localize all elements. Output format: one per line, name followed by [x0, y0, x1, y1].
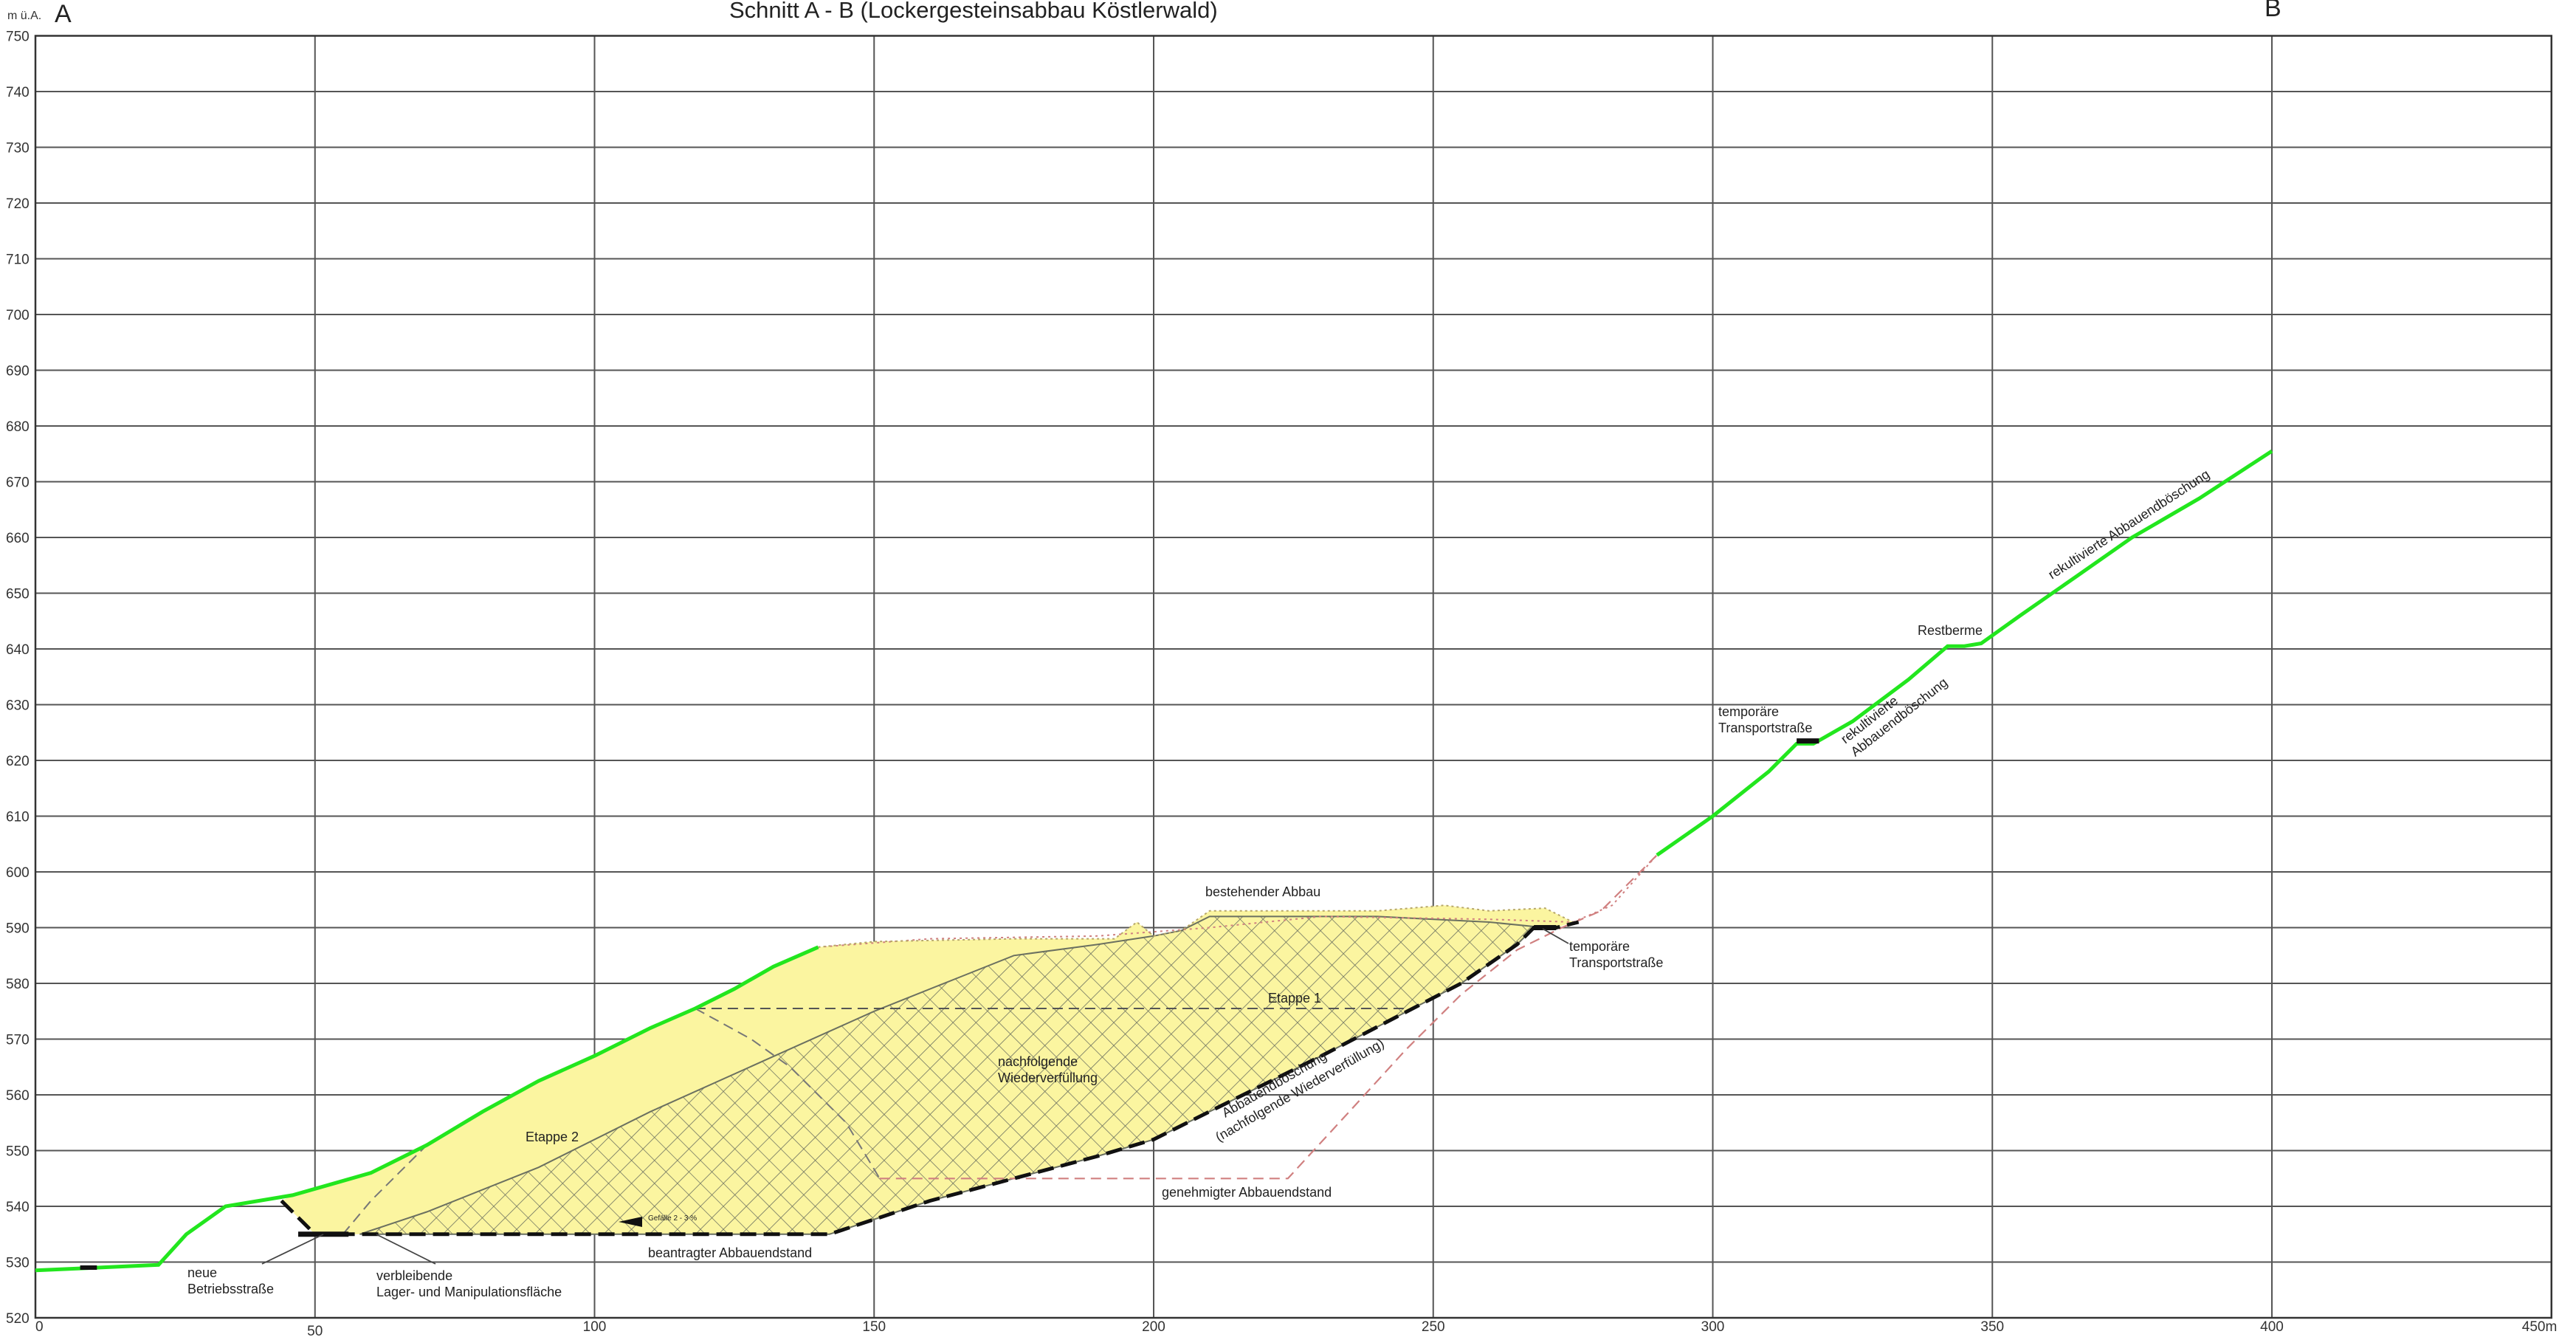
- point-a-label: A: [55, 0, 72, 28]
- x-tick-label: 450m: [2522, 1319, 2558, 1335]
- y-tick-label: 530: [6, 1256, 30, 1271]
- y-tick-label: 580: [6, 977, 30, 992]
- x-tick-label: 300: [1701, 1319, 1725, 1335]
- label-temp-transport-high-2: Transportstraße: [1718, 721, 1812, 735]
- y-tick-label: 610: [6, 810, 30, 825]
- gradient-label: Gefälle 2 - 3 %: [648, 1214, 697, 1223]
- y-tick-label: 630: [6, 698, 30, 714]
- label-etappe-2: Etappe 2: [526, 1130, 579, 1144]
- label-beantragter-abbauendstand: beantragter Abbauendstand: [648, 1245, 812, 1260]
- y-tick-label: 550: [6, 1144, 30, 1160]
- drawing-frame: [34, 35, 2552, 1319]
- leader-line-neue-betriebsstrasse: [261, 1234, 324, 1265]
- label-etappe-1: Etappe 1: [1268, 991, 1321, 1006]
- x-axis-labels: 0 50 100 150 200 250 300 350 400 450m: [35, 1319, 2557, 1337]
- point-b-label: B: [2265, 0, 2281, 22]
- y-tick-label: 650: [6, 587, 30, 602]
- y-tick-label: 740: [6, 85, 30, 100]
- y-tick-label: 750: [6, 30, 30, 45]
- y-tick-label: 590: [6, 921, 30, 937]
- y-tick-label: 570: [6, 1033, 30, 1048]
- terrain-line-right: [1656, 449, 2273, 857]
- x-tick-label: 200: [1142, 1319, 1165, 1335]
- y-tick-label: 700: [6, 308, 30, 323]
- label-temp-transport-high-1: temporäre: [1718, 704, 1779, 719]
- label-genehmigter-abbauendstand: genehmigter Abbauendstand: [1162, 1185, 1332, 1200]
- y-tick-label: 640: [6, 642, 30, 658]
- y-tick-label: 710: [6, 252, 30, 268]
- grid: [34, 35, 2552, 1319]
- unit-label: m ü.A.: [7, 10, 41, 22]
- y-tick-label: 560: [6, 1088, 30, 1104]
- y-tick-label: 720: [6, 196, 30, 212]
- terrain-line-left: [35, 945, 819, 1273]
- x-tick-label: 0: [35, 1319, 44, 1335]
- y-tick-label: 730: [6, 141, 30, 157]
- approved-final-line: [879, 854, 1658, 1180]
- y-tick-label: 540: [6, 1200, 30, 1215]
- y-tick-label: 680: [6, 419, 30, 435]
- section-title: Schnitt A - B (Lockergesteinsabbau Köstl…: [729, 0, 1218, 23]
- x-tick-label: 100: [583, 1319, 607, 1335]
- x-tick-label: 400: [2260, 1319, 2284, 1335]
- leader-line-verbleibende: [376, 1234, 436, 1265]
- y-axis-labels: 520 530 540 550 560 570 580 590 600 610 620 630 640 6…: [6, 30, 30, 1327]
- y-tick-label: 520: [6, 1311, 30, 1327]
- label-rekultivierte-upper: rekultivierte Abbauendböschung: [2045, 467, 2212, 582]
- label-neue: neue: [187, 1265, 217, 1280]
- y-tick-label: 690: [6, 364, 30, 379]
- x-tick-label: 350: [1980, 1319, 2004, 1335]
- leader-line-temp-transport: [1542, 928, 1569, 944]
- label-temp-transport-low-2: Transportstraße: [1569, 955, 1663, 970]
- label-nachfolgende: nachfolgende: [998, 1054, 1078, 1069]
- y-tick-label: 670: [6, 475, 30, 491]
- existing-mining-line: [818, 904, 1574, 948]
- x-tick-label: 250: [1422, 1319, 1445, 1335]
- label-lager-manipulation: Lager- und Manipulationsfläche: [376, 1285, 562, 1299]
- stage-boundary-left: [342, 1144, 428, 1235]
- y-tick-label: 660: [6, 531, 30, 546]
- y-tick-label: 620: [6, 754, 30, 769]
- label-wiederverfuellung: Wiederverfüllung: [998, 1070, 1098, 1085]
- label-betriebsstrasse: Betriebsstraße: [187, 1282, 274, 1296]
- gradient-arrow-icon: [619, 1217, 642, 1227]
- stage-boundary-diagonal: [695, 1008, 881, 1179]
- label-verbleibende: verbleibende: [376, 1268, 452, 1283]
- label-bestehender-abbau: bestehender Abbau: [1205, 884, 1320, 899]
- y-tick-label: 600: [6, 865, 30, 881]
- label-restberme: Restberme: [1918, 623, 1983, 638]
- label-temp-transport-low-1: temporäre: [1569, 939, 1630, 954]
- x-tick-label: 150: [862, 1319, 886, 1335]
- x-tick-label: 50: [307, 1324, 323, 1337]
